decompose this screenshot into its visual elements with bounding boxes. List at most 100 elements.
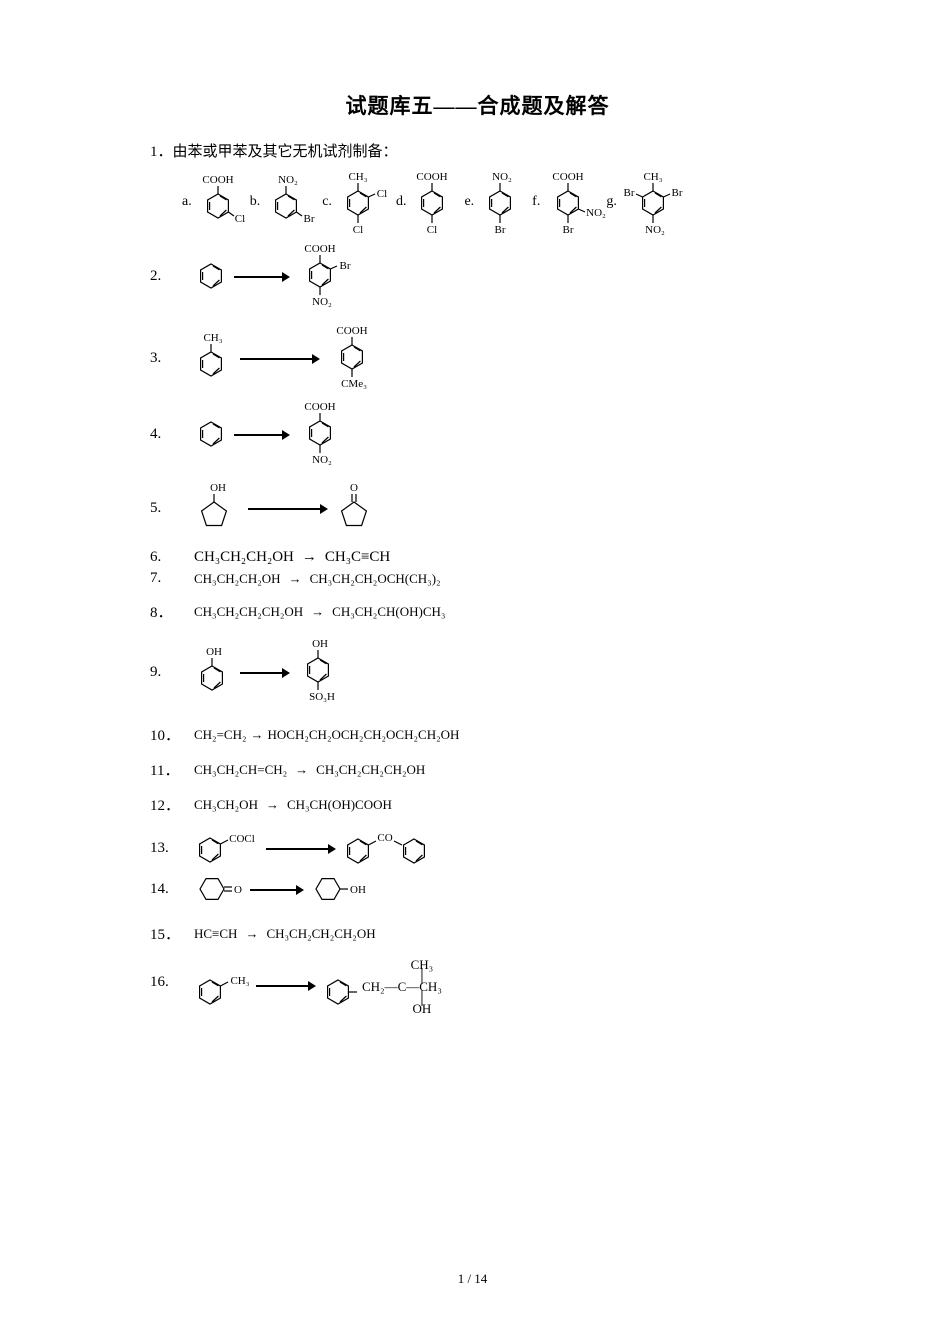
arrow-icon (256, 980, 316, 990)
svg-text:Cl: Cl (235, 213, 245, 225)
svg-text:Cl: Cl (377, 188, 387, 200)
svg-text:Br: Br (304, 213, 315, 225)
q8-num: 8． (150, 601, 194, 622)
q11-lhs: CH₃CH₂CH=CH₂ (194, 762, 287, 778)
q15-lhs: HC≡CH (194, 926, 237, 942)
q11: 11． CH₃CH₂CH=CH₂ → CH₃CH₂CH₂CH₂OH (150, 759, 805, 780)
q5-reactant: OH (194, 481, 242, 535)
struct-a: COOH Cl (196, 170, 246, 234)
svg-text:Br: Br (623, 187, 634, 199)
q9-reactant: OH (194, 644, 234, 700)
q5-product: O (334, 481, 382, 535)
q2-num: 2. (150, 268, 194, 285)
arrow-icon: → (258, 797, 287, 813)
q13: 13. COCl CO (150, 827, 805, 869)
q6-lhs: CH₃CH₂CH₂OH (194, 549, 294, 566)
q3-reactant: CH₃ (194, 330, 234, 386)
q7-rhs: CH₃CH₂CH₂OCH(CH₃)₂ (310, 571, 441, 587)
svg-text:COOH: COOH (304, 401, 335, 413)
q3-num: 3. (150, 350, 194, 367)
label-c: c. (322, 194, 332, 210)
arrow-icon (266, 843, 336, 853)
svg-text:NO₂: NO₂ (492, 171, 512, 183)
q14-product: OH (310, 871, 368, 907)
q4-product: COOH NO₂ (296, 397, 352, 471)
page-title: 试题库五——合成题及解答 (150, 90, 805, 120)
arrow-icon: → (237, 926, 266, 942)
arrow-icon: → (303, 604, 332, 620)
q11-num: 11． (150, 759, 194, 780)
svg-text:O: O (350, 482, 358, 494)
svg-text:NO₂: NO₂ (278, 174, 298, 186)
q1-intro: 1．由苯或甲苯及其它无机试剂制备： (150, 142, 805, 163)
q14: 14. O OH (150, 871, 805, 907)
q10-num: 10． (150, 724, 194, 745)
q14-reactant: O (194, 871, 244, 907)
svg-text:NO₂: NO₂ (312, 296, 332, 308)
struct-e: NO₂ Br (478, 167, 528, 237)
q16-l1: CH₃ (362, 958, 442, 971)
q14-num: 14. (150, 881, 194, 898)
struct-b: NO₂ Br (264, 170, 318, 234)
svg-text:COOH: COOH (417, 171, 448, 183)
q16-product-chain: CH₃ │ CH₂—C—CH₃ │ OH (362, 958, 442, 1015)
q1-structures: a. COOH Cl b. NO₂ B (182, 167, 805, 237)
svg-text:CH₃: CH₃ (348, 171, 367, 183)
arrow-icon (248, 503, 328, 513)
q10-rhs: HOCH₂CH₂OCH₂CH₂OCH₂CH₂OH (268, 727, 460, 743)
arrow-icon (240, 667, 290, 677)
q13-num: 13. (150, 840, 194, 857)
q3: 3. CH₃ COOH CMe₃ (150, 321, 805, 395)
svg-text:OH: OH (206, 646, 222, 658)
arrow-icon: → (294, 549, 325, 566)
q16-product-ring (322, 970, 362, 1010)
svg-text:OH: OH (350, 884, 366, 896)
q7-num: 7. (150, 570, 194, 587)
svg-text:COCl: COCl (229, 833, 255, 845)
q9: 9. OH OH SO₃H (150, 634, 805, 710)
svg-text:NO₂: NO₂ (645, 224, 665, 236)
q5: 5. OH O (150, 481, 805, 535)
svg-text:COOH: COOH (304, 243, 335, 255)
q4: 4. COOH NO₂ (150, 397, 805, 471)
arrow-icon: → (247, 727, 268, 743)
label-g: g. (606, 194, 617, 210)
q15-rhs: CH₃CH₂CH₂CH₂OH (266, 926, 375, 942)
struct-f: COOH NO₂ Br (544, 167, 602, 237)
q2: 2. COOH Br NO₂ (150, 239, 805, 313)
svg-text:NO₂: NO₂ (586, 207, 606, 219)
svg-text:CMe₃: CMe₃ (341, 378, 367, 390)
svg-text:OH: OH (312, 638, 328, 650)
q10: 10． CH₂=CH₂ → HOCH₂CH₂OCH₂CH₂OCH₂CH₂OH (150, 724, 805, 745)
svg-text:COOH: COOH (202, 174, 233, 186)
svg-text:SO₃H: SO₃H (309, 691, 335, 703)
svg-text:CO: CO (377, 832, 392, 844)
svg-text:Cl: Cl (427, 224, 437, 236)
q13-reactant: COCl (194, 828, 260, 868)
arrow-icon (234, 429, 290, 439)
q12-rhs: CH₃CH(OH)COOH (287, 797, 392, 813)
arrow-icon: → (281, 571, 310, 587)
q2-reactant (194, 256, 228, 296)
q16-l5: OH (362, 1002, 442, 1015)
svg-text:Br: Br (495, 224, 506, 236)
arrow-icon (240, 353, 320, 363)
svg-text:O: O (234, 884, 242, 896)
q16-l3: CH₂—C—CH₃ (362, 980, 442, 993)
label-f: f. (532, 194, 540, 210)
q16-num: 16. (150, 958, 194, 991)
q12-num: 12． (150, 794, 194, 815)
svg-text:Br: Br (563, 224, 574, 236)
q4-num: 4. (150, 426, 194, 443)
q10-lhs: CH₂=CH₂ (194, 727, 247, 743)
q6: 6. CH₃CH₂CH₂OH → CH₃C≡CH (150, 549, 805, 566)
q4-reactant (194, 414, 228, 454)
q6-num: 6. (150, 549, 194, 566)
q9-num: 9. (150, 664, 194, 681)
struct-d: COOH Cl (410, 167, 460, 237)
q6-rhs: CH₃C≡CH (325, 549, 390, 566)
q3-product: COOH CMe₃ (326, 321, 386, 395)
page-footer: 1 / 14 (0, 1271, 945, 1287)
svg-text:COOH: COOH (336, 325, 367, 337)
struct-c: CH₃ Cl Cl (336, 167, 392, 237)
